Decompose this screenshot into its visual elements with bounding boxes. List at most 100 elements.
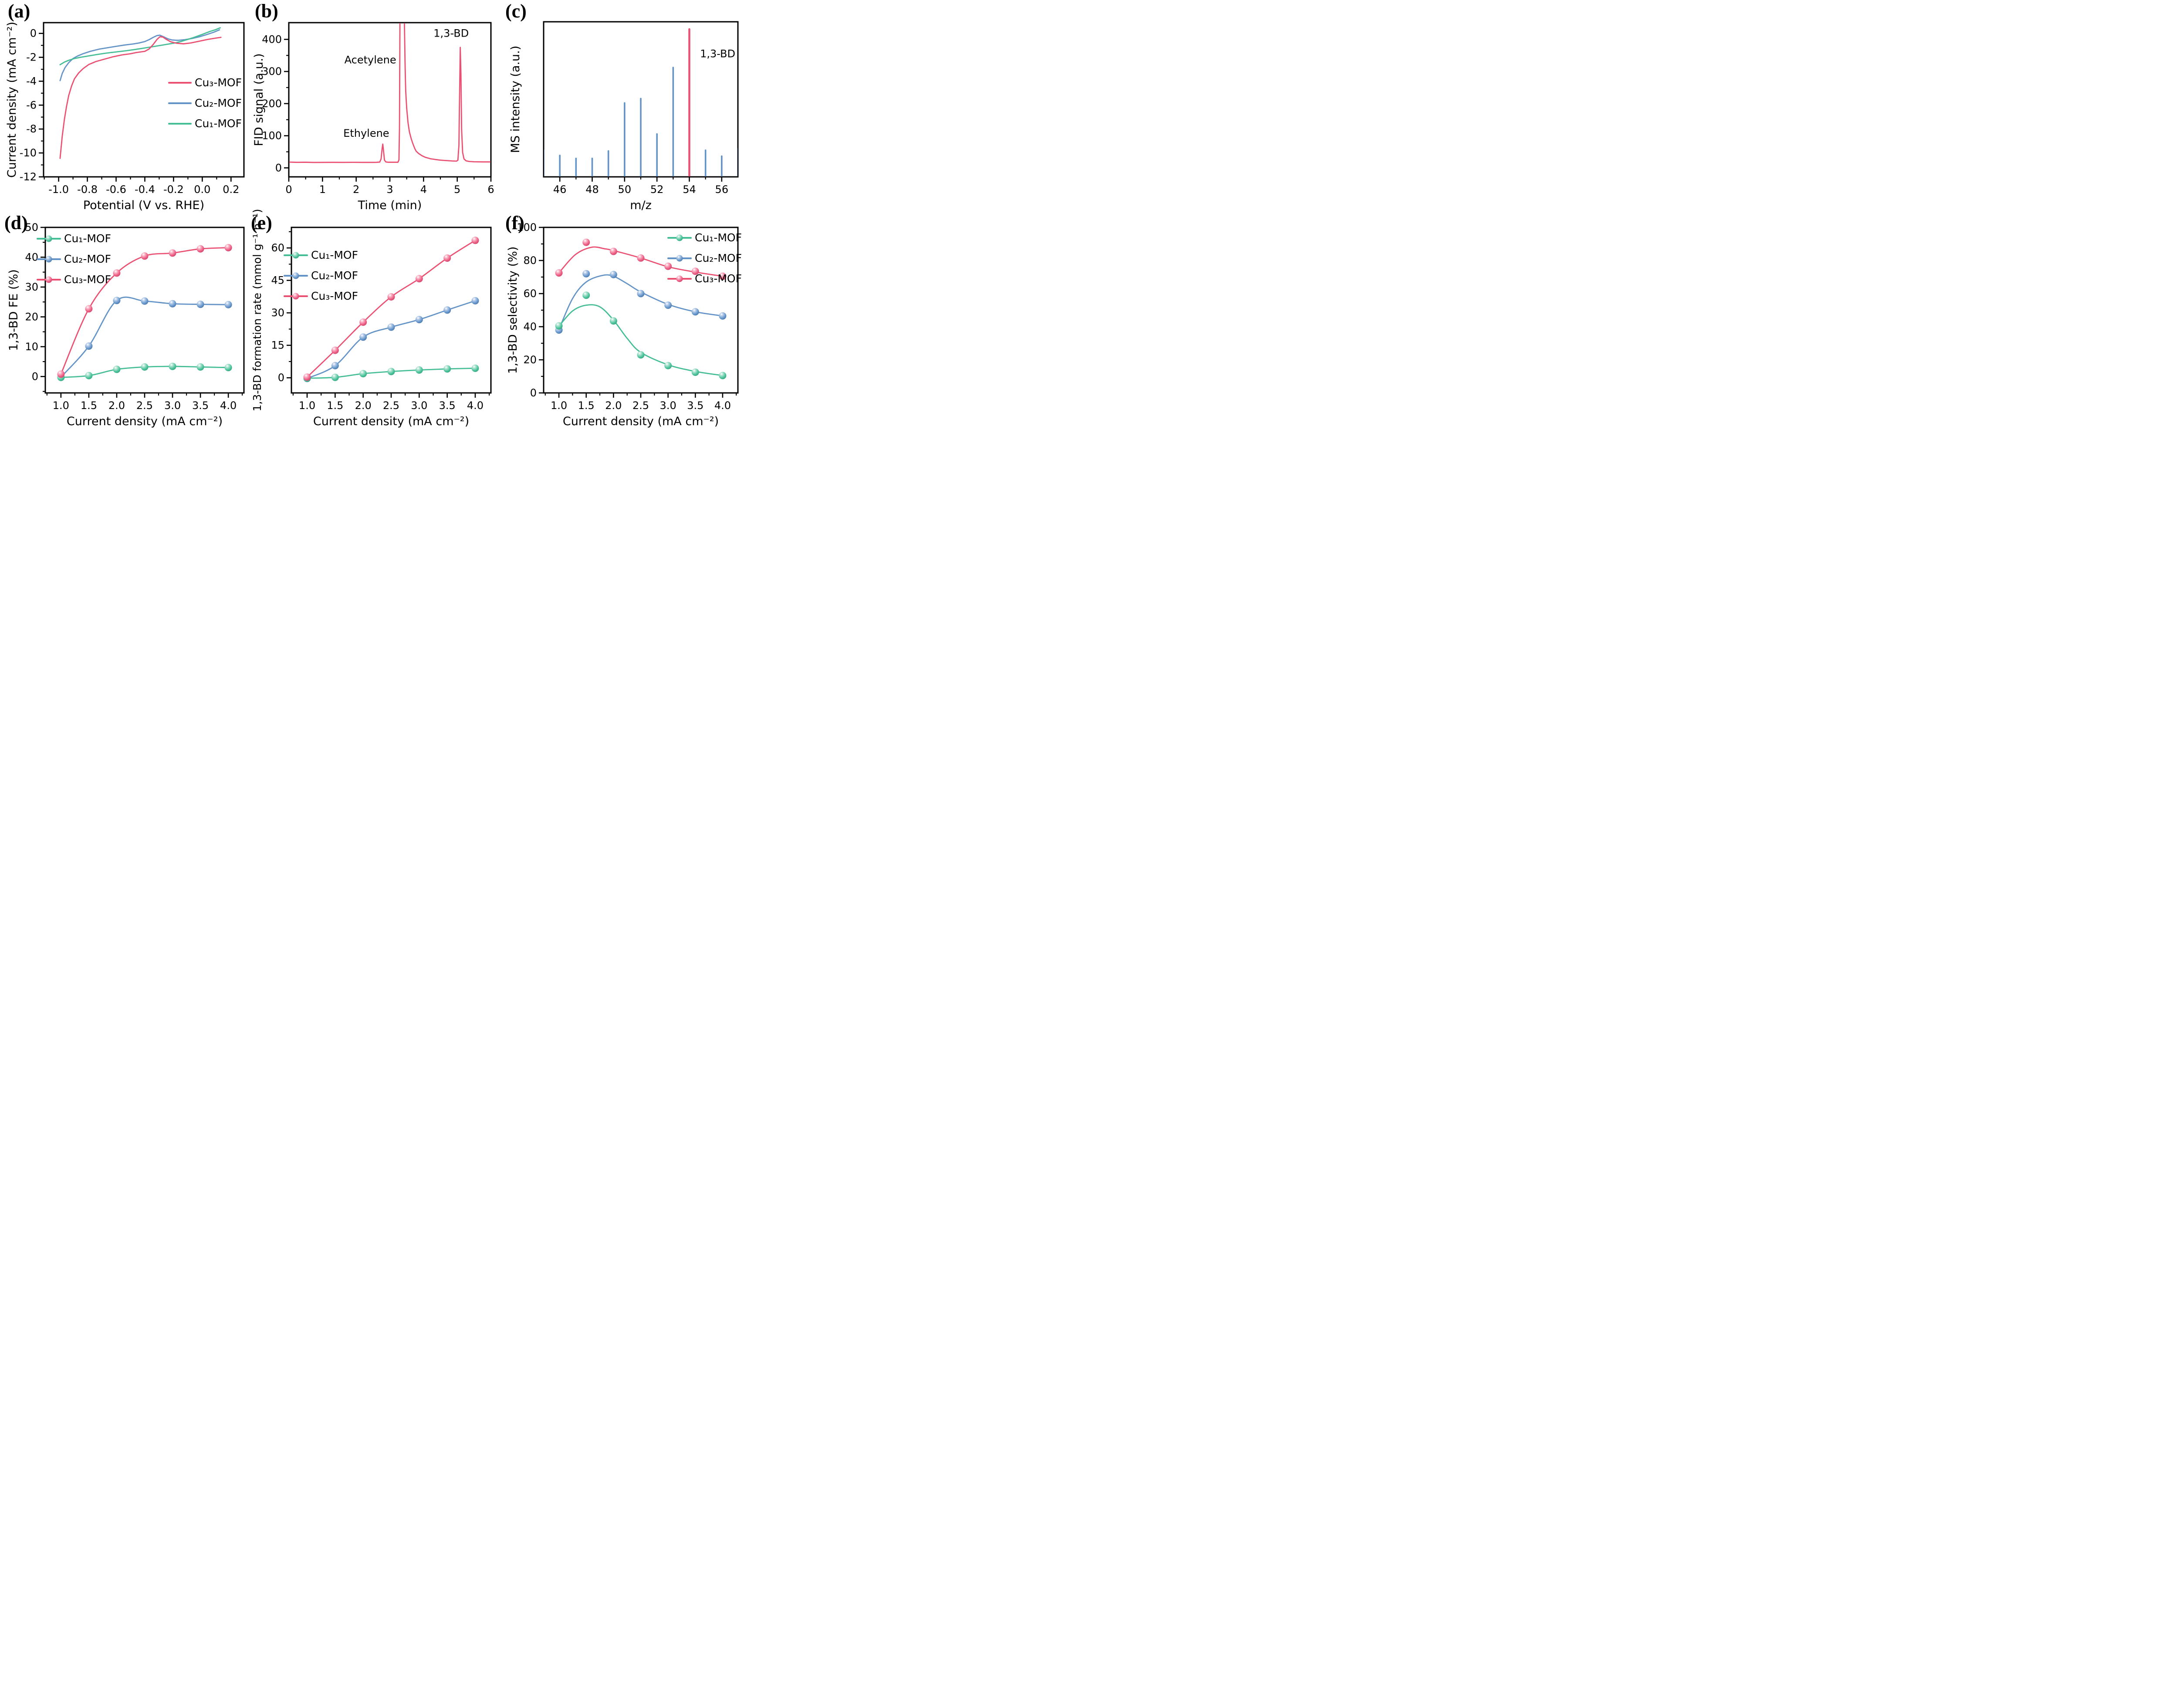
annotation-0: Acetylene — [345, 54, 396, 66]
legend-label-0: Cu₃-MOF — [195, 76, 242, 89]
svg-text:20: 20 — [523, 354, 537, 366]
svg-text:3.0: 3.0 — [660, 399, 676, 412]
svg-text:0: 0 — [278, 372, 284, 384]
y-axis-label: MS intensity (a.u.) — [509, 46, 522, 153]
svg-text:60: 60 — [523, 287, 537, 300]
svg-text:50: 50 — [618, 183, 632, 196]
data-point — [582, 291, 590, 299]
x-axis: 0 1 2 3 4 5 6 — [285, 177, 494, 196]
data-point — [555, 269, 563, 277]
data-point — [609, 271, 617, 278]
svg-text:1.0: 1.0 — [551, 399, 567, 412]
data-point — [719, 312, 727, 320]
svg-text:45: 45 — [271, 274, 284, 287]
series-line-0 — [59, 36, 222, 159]
legend-label-1: Cu₂-MOF — [64, 253, 111, 265]
data-point — [609, 317, 617, 325]
legend-label-1: Cu₂-MOF — [695, 252, 742, 264]
x-axis-label: m/z — [630, 199, 652, 212]
axes: 46 48 50 52 54 56 — [543, 21, 739, 196]
panel-letter-a: (a) — [8, 0, 30, 22]
axes: -1.0 -0.8 -0.6 -0.4 -0.2 0.0 0.2 0 -2 -4 -6 -8 -10 -1… — [20, 22, 245, 196]
x-axis: 1.0 1.5 2.0 2.5 3.0 3.5 4.0 — [292, 393, 490, 412]
data-point — [637, 290, 645, 298]
svg-text:-1.0: -1.0 — [48, 183, 69, 196]
data-point — [169, 362, 176, 370]
x-axis-label: Potential (V vs. RHE) — [83, 199, 204, 212]
annotation-1: Ethylene — [343, 127, 389, 139]
panel-letter-b: (b) — [255, 0, 278, 22]
svg-text:4.0: 4.0 — [220, 399, 237, 412]
svg-text:10: 10 — [25, 341, 38, 353]
data-point — [443, 365, 451, 373]
x-axis-label: Time (min) — [358, 199, 422, 212]
y-axis: 0 -2 -4 -6 -8 -10 -12 — [20, 27, 44, 183]
x-axis-label: Current density (mA cm⁻²) — [563, 415, 719, 428]
data-point — [85, 305, 93, 313]
legend-label-1: Cu₂-MOF — [195, 97, 242, 109]
data-point — [113, 269, 121, 277]
data-point — [691, 369, 699, 376]
data-point — [141, 363, 149, 371]
svg-text:-0.6: -0.6 — [106, 183, 126, 196]
data-point — [637, 254, 645, 262]
svg-text:0: 0 — [285, 183, 292, 196]
data-point — [387, 323, 395, 331]
svg-text:46: 46 — [553, 183, 567, 196]
y-axis: 0 10 20 30 40 50 — [25, 221, 45, 392]
svg-text:100: 100 — [262, 130, 282, 142]
svg-text:40: 40 — [523, 321, 537, 333]
svg-text:60: 60 — [271, 242, 284, 254]
series-markers-0 — [57, 362, 232, 381]
svg-text:-4: -4 — [26, 75, 37, 87]
ms-bars — [544, 28, 737, 176]
svg-text:-0.2: -0.2 — [163, 183, 184, 196]
axes: 1.0 1.5 2.0 2.5 3.0 3.5 4.0 0 15 30 45 60 — [271, 227, 492, 412]
panel-letter-d: (d) — [4, 212, 28, 233]
series-markers-1 — [555, 270, 727, 334]
svg-text:15: 15 — [271, 339, 284, 352]
svg-text:3.5: 3.5 — [439, 399, 456, 412]
data-point — [443, 306, 451, 314]
svg-text:2.5: 2.5 — [383, 399, 399, 412]
svg-text:1.5: 1.5 — [327, 399, 343, 412]
data-point — [691, 267, 699, 275]
y-axis-label: 1,3-BD formation rate (mmol g⁻¹ h⁻¹) — [251, 209, 264, 412]
svg-text:0.2: 0.2 — [223, 183, 239, 196]
data-point — [471, 237, 479, 244]
svg-text:52: 52 — [650, 183, 664, 196]
data-point — [359, 333, 367, 341]
svg-text:2.0: 2.0 — [605, 399, 622, 412]
svg-text:0: 0 — [30, 27, 37, 40]
data-point — [415, 316, 423, 324]
svg-text:200: 200 — [262, 98, 282, 110]
legend-label-2: Cu₃-MOF — [695, 272, 742, 285]
legend-label-0: Cu₁-MOF — [311, 249, 358, 261]
series-group — [303, 237, 479, 382]
series-group — [289, 23, 490, 163]
legend: Cu₃-MOF Cu₂-MOF Cu₁-MOF — [168, 76, 242, 130]
x-axis: 46 48 50 52 54 56 — [553, 177, 728, 196]
data-point — [331, 373, 339, 381]
svg-text:4.0: 4.0 — [467, 399, 484, 412]
svg-text:20: 20 — [25, 311, 38, 323]
annotation-0: 1,3-BD — [700, 47, 735, 60]
svg-text:6: 6 — [487, 183, 494, 196]
svg-text:-2: -2 — [26, 51, 37, 64]
svg-text:400: 400 — [262, 33, 282, 45]
data-point — [387, 368, 395, 375]
series-line-2 — [59, 27, 221, 65]
series-markers-2 — [555, 238, 727, 280]
svg-text:2.5: 2.5 — [632, 399, 649, 412]
data-point — [691, 308, 699, 316]
series-group — [59, 27, 222, 159]
svg-text:1: 1 — [319, 183, 326, 196]
axes: 0 1 2 3 4 5 6 0 100 200 300 400 — [262, 22, 494, 196]
svg-text:1.5: 1.5 — [578, 399, 595, 412]
series-markers-0 — [555, 291, 727, 379]
data-point — [387, 293, 395, 301]
svg-text:2: 2 — [353, 183, 359, 196]
legend-label-2: Cu₃-MOF — [64, 273, 111, 286]
data-point — [303, 373, 311, 381]
data-point — [471, 297, 479, 304]
